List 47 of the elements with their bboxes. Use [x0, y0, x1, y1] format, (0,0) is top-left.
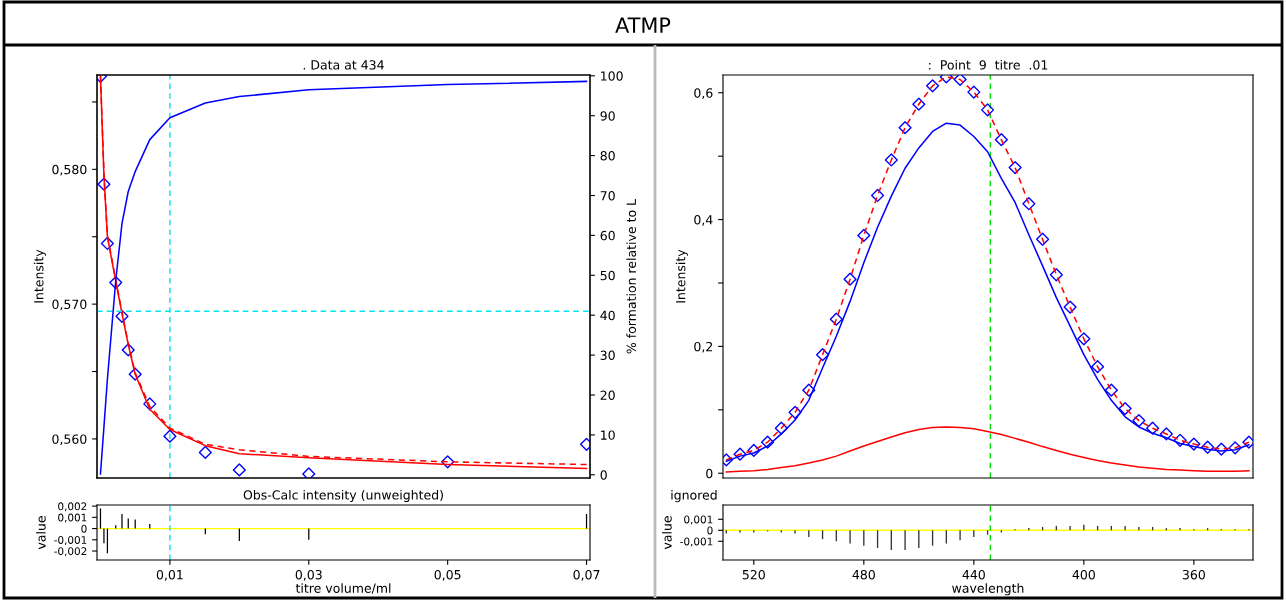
y2-tick-label: 90: [600, 111, 615, 121]
x-tick-label: 0,05: [434, 569, 461, 581]
x-axis-title: wavelength: [952, 583, 1024, 596]
chart-title: Obs-Calc intensity (unweighted): [243, 489, 443, 503]
y2-axis-title: % formation relative to L: [626, 198, 637, 354]
y2-tick-label: 30: [600, 350, 615, 361]
y-tick-label: 0: [707, 526, 713, 535]
y-tick-label: -0,001: [680, 537, 713, 547]
y2-tick-label: 80: [600, 151, 615, 161]
x-tick-label: 440: [962, 569, 985, 580]
chart-title: . Data at 434: [303, 60, 384, 70]
y-tick-label: 0,560: [52, 434, 87, 446]
text: ignored: [671, 490, 717, 503]
y-axis-title: Intensity: [675, 249, 688, 303]
y-tick-label: 0,6: [694, 88, 713, 99]
y-tick-label: -0,002: [54, 547, 87, 557]
x-tick-label: 480: [852, 569, 875, 580]
y-tick-label: 0,002: [58, 502, 87, 512]
y-axis-title: Intensity: [33, 249, 46, 303]
y-tick-label: 0: [81, 524, 87, 533]
y2-tick-label: 70: [600, 190, 615, 201]
x-tick-label: 0,03: [295, 569, 322, 581]
x-tick-label: 0,07: [573, 569, 600, 581]
y-tick-label: 0,001: [684, 515, 713, 525]
y-tick-label: 0,001: [58, 513, 87, 523]
chart-title: : Point 9 titre .01: [929, 59, 1048, 70]
y2-tick-label: 60: [600, 230, 615, 241]
x-tick-label: 400: [1072, 569, 1095, 580]
y-tick-label: 0: [706, 468, 713, 479]
x-tick-label: 520: [742, 569, 765, 580]
y-axis-title: value: [662, 516, 672, 550]
x-axis-title: titre volume/ml: [295, 583, 391, 594]
x-tick-label: 0,01: [156, 569, 183, 581]
y2-tick-label: 0: [600, 470, 607, 480]
y2-tick-label: 100: [601, 71, 623, 81]
x-tick-label: 360: [1182, 569, 1205, 580]
y-tick-label: 0,4: [694, 215, 713, 226]
y-axis-title: value: [36, 516, 46, 550]
y2-tick-label: 40: [600, 310, 615, 321]
y-tick-label: 0,580: [52, 164, 87, 176]
y-tick-label: 0,570: [52, 299, 87, 311]
y2-tick-label: 10: [601, 430, 615, 440]
y2-tick-label: 20: [600, 390, 615, 400]
y2-tick-label: 50: [600, 270, 615, 281]
text: ATMP: [615, 17, 671, 33]
y-tick-label: 0,2: [694, 341, 713, 353]
y-tick-label: -0,001: [54, 536, 87, 545]
